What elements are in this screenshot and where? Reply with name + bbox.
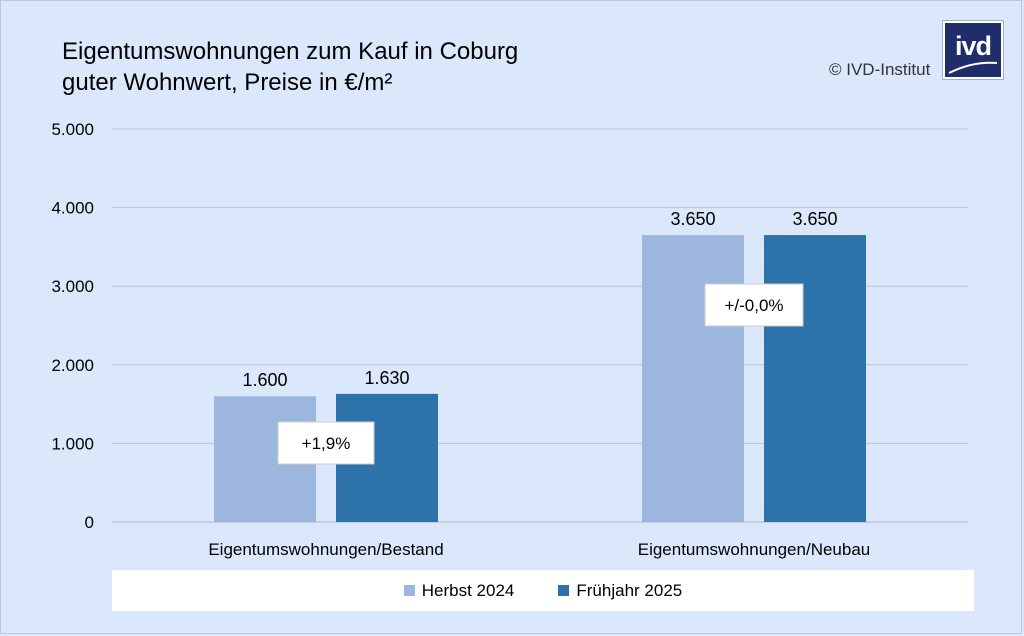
chart-title: Eigentumswohnungen zum Kauf in Coburg gu…	[62, 36, 518, 98]
change-annotation-label: +/-0,0%	[724, 296, 783, 315]
legend-item-series1: Herbst 2024	[403, 580, 515, 601]
ivd-logo: ivd	[943, 21, 1003, 79]
bar-1-2	[642, 235, 744, 523]
legend-item-series2: Frühjahr 2025	[558, 581, 682, 601]
legend-label-series2: Frühjahr 2025	[576, 580, 683, 600]
x-category-label: Eigentumswohnungen/Neubau	[638, 540, 871, 559]
legend-swatch-series1	[403, 585, 415, 596]
y-tick-label: 2.000	[51, 356, 94, 375]
legend-label-series1: Herbst 2024	[421, 580, 515, 600]
data-label: 1.600	[242, 370, 287, 390]
data-label: 3.650	[670, 209, 715, 229]
chart-title-line1: Eigentumswohnungen zum Kauf in Coburg	[62, 38, 519, 65]
logo-text: ivd	[954, 31, 992, 61]
chart-title-line2: guter Wohnwert, Preise in €/m²	[62, 69, 393, 96]
change-annotation-box	[704, 283, 804, 327]
data-label: 1.630	[364, 368, 409, 388]
data-label: 3.650	[792, 209, 837, 229]
change-annotation-box	[277, 421, 375, 465]
y-tick-label: 3.000	[51, 277, 94, 296]
change-annotation-label: +1,9%	[302, 434, 351, 453]
y-tick-label: 5.000	[51, 120, 94, 139]
legend: Herbst 2024 Frühjahr 2025	[112, 570, 974, 611]
logo-swoosh-icon	[948, 61, 998, 74]
x-category-label: Eigentumswohnungen/Bestand	[208, 540, 443, 559]
copyright-text: © IVD-Institut	[829, 60, 931, 79]
legend-swatch-series2	[558, 585, 570, 596]
y-tick-label: 0	[85, 513, 94, 532]
y-tick-label: 4.000	[51, 199, 94, 218]
y-tick-label: 1.000	[51, 434, 94, 453]
bar-2-2	[764, 235, 866, 523]
